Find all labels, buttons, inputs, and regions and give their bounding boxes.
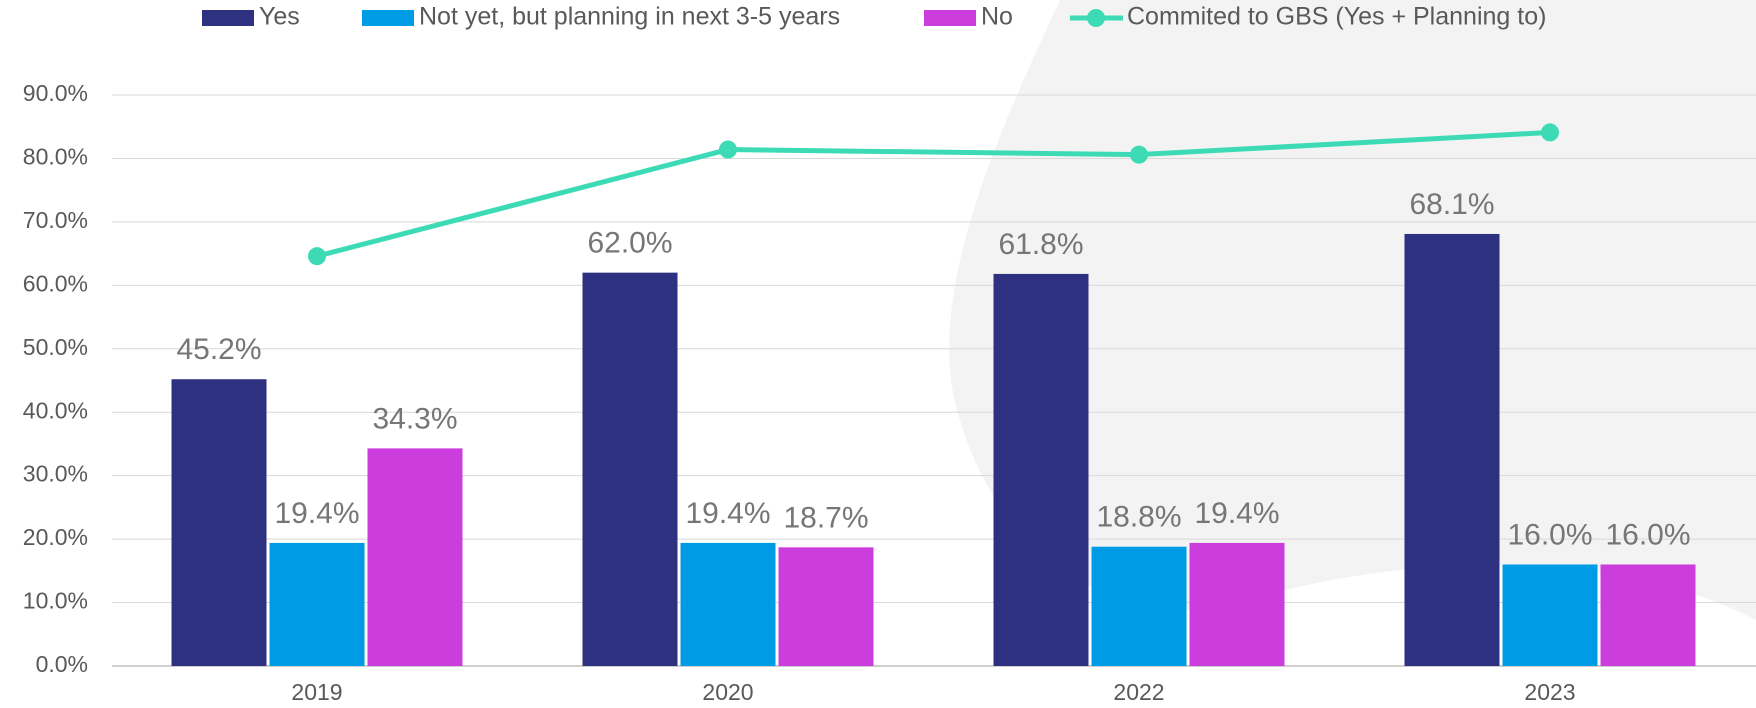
data-label: 45.2% xyxy=(176,333,261,366)
data-label: 18.7% xyxy=(783,501,868,534)
line xyxy=(316,129,1551,259)
bar xyxy=(1502,564,1598,666)
x-tick-label: 2022 xyxy=(1113,679,1164,705)
legend-swatch xyxy=(924,10,976,26)
y-tick-label: 50.0% xyxy=(23,334,88,360)
bar xyxy=(269,542,365,666)
data-label: 19.4% xyxy=(1194,497,1279,530)
bar xyxy=(1091,546,1187,666)
data-label: 19.4% xyxy=(274,497,359,530)
bar xyxy=(367,448,463,666)
y-tick-label: 20.0% xyxy=(23,524,88,550)
bar xyxy=(171,379,267,666)
line-marker xyxy=(308,247,326,266)
x-tick-label: 2023 xyxy=(1524,679,1575,705)
data-label: 62.0% xyxy=(587,227,672,260)
legend-label: Not yet, but planning in next 3-5 years xyxy=(419,3,840,31)
y-tick-label: 80.0% xyxy=(23,144,88,170)
data-label: 19.4% xyxy=(685,497,770,530)
legend-marker xyxy=(1087,9,1105,27)
y-tick-label: 70.0% xyxy=(23,207,88,233)
legend-label: Yes xyxy=(259,3,300,31)
data-label: 34.3% xyxy=(372,402,457,435)
data-label: 18.8% xyxy=(1096,501,1181,534)
legend-swatch xyxy=(202,10,254,26)
data-label: 61.8% xyxy=(998,228,1083,261)
legend-label: No xyxy=(981,3,1013,31)
line-marker xyxy=(1541,123,1559,142)
y-tick-label: 30.0% xyxy=(23,461,88,487)
data-label: 16.0% xyxy=(1507,518,1592,551)
x-tick-label: 2019 xyxy=(291,679,342,705)
bar xyxy=(1600,564,1696,666)
y-tick-label: 10.0% xyxy=(23,588,88,614)
legend-label: Commited to GBS (Yes + Planning to) xyxy=(1127,3,1546,31)
line-marker xyxy=(719,140,737,159)
y-tick-label: 90.0% xyxy=(23,80,88,106)
x-tick-label: 2020 xyxy=(702,679,753,705)
bar xyxy=(993,273,1089,666)
y-tick-label: 0.0% xyxy=(36,651,88,677)
line-marker xyxy=(1130,145,1148,164)
legend-swatch xyxy=(362,10,414,26)
data-label: 68.1% xyxy=(1409,188,1494,221)
bar xyxy=(1404,233,1500,666)
data-label: 16.0% xyxy=(1605,518,1690,551)
y-tick-label: 40.0% xyxy=(23,397,88,423)
bar xyxy=(582,272,678,666)
bar xyxy=(778,547,874,666)
bar xyxy=(1189,542,1285,666)
y-tick-label: 60.0% xyxy=(23,270,88,296)
bar xyxy=(680,542,776,666)
